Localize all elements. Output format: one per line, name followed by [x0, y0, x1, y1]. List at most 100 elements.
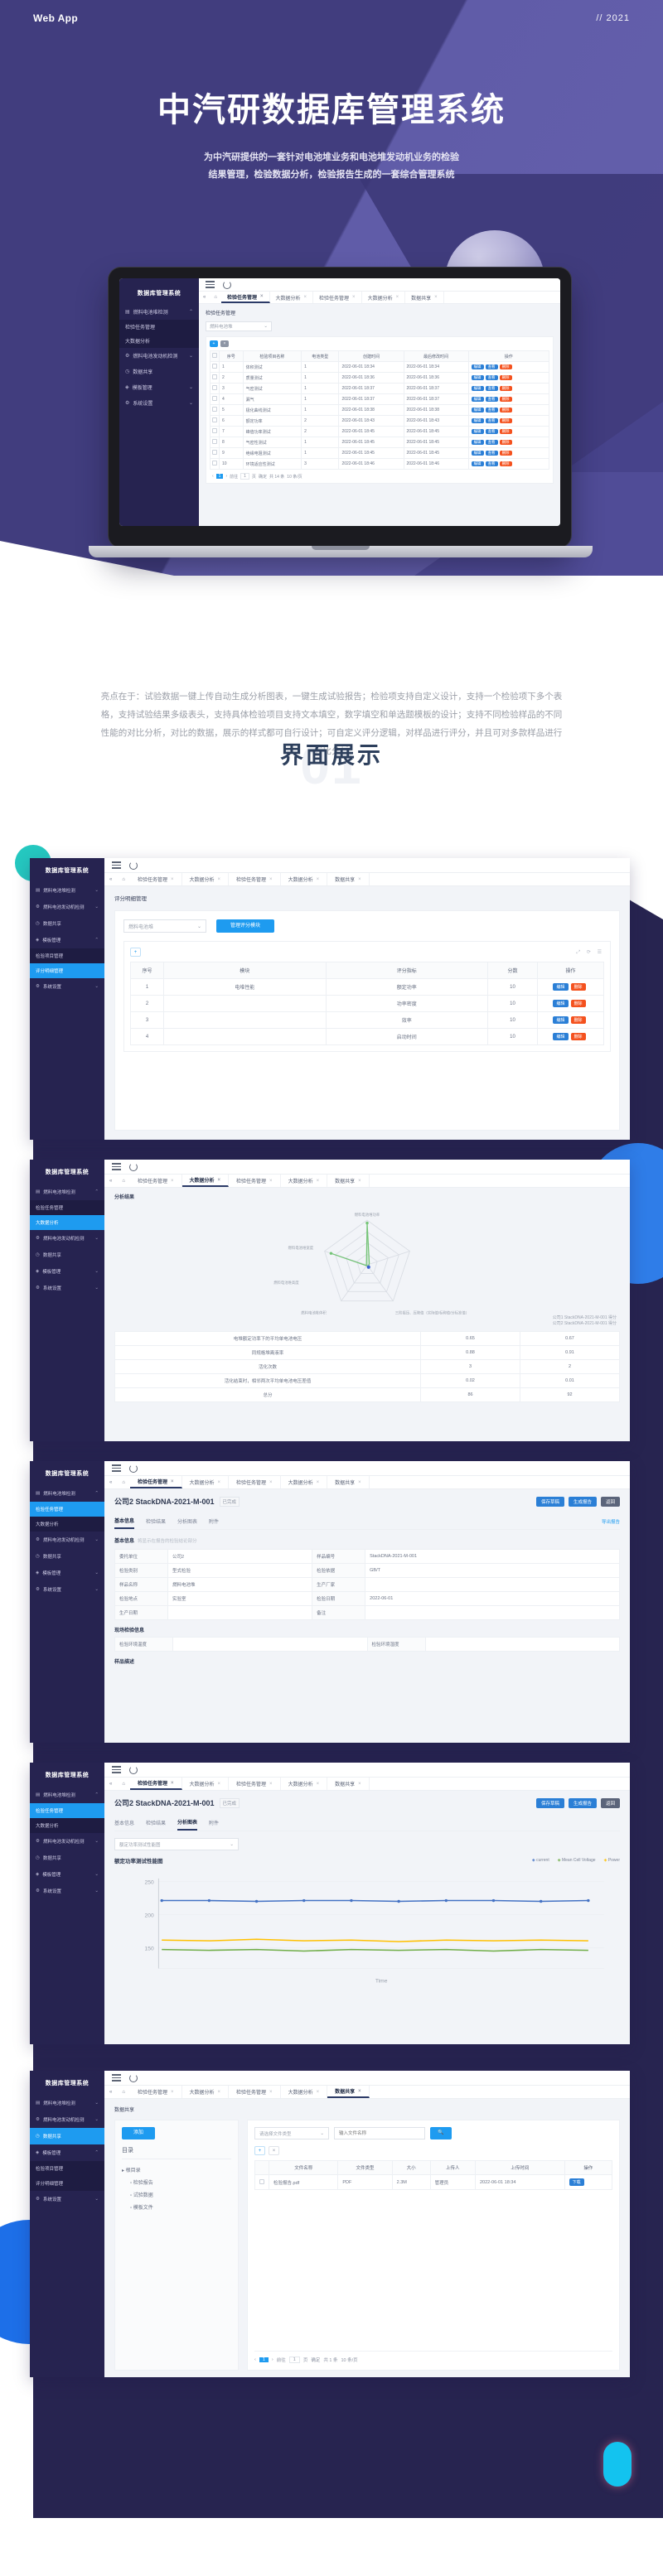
view-button[interactable]: 查看: [485, 440, 498, 445]
delete-file-button[interactable]: ×: [269, 2146, 279, 2155]
sidebar-item-data-share[interactable]: ◷ 数据共享: [30, 915, 104, 932]
sidebar-item-inspection-project[interactable]: 检验项目管理: [30, 948, 104, 963]
tab-bigdata[interactable]: 大数据分析 ×: [270, 292, 314, 303]
sidebar-item-settings[interactable]: ⚙ 系统设置 ⌄: [119, 395, 199, 411]
delete-button[interactable]: 删除: [499, 364, 512, 369]
view-button[interactable]: 查看: [485, 397, 498, 402]
add-row-button[interactable]: +: [130, 948, 141, 957]
sidebar-item-settings[interactable]: ⚙ 系统设置 ⌄: [30, 978, 104, 995]
tab-bigdata[interactable]: 大数据分析 ×: [181, 1175, 230, 1187]
sidebar-item-settings[interactable]: ⚙ 系统设置 ⌄: [30, 1883, 104, 1899]
pagination-confirm[interactable]: 确定: [311, 2358, 321, 2363]
search-button[interactable]: 🔍: [430, 2127, 452, 2139]
row-checkbox[interactable]: [210, 415, 220, 427]
row-checkbox[interactable]: [210, 426, 220, 437]
close-icon[interactable]: ×: [269, 876, 273, 882]
refresh-icon[interactable]: [129, 1162, 138, 1171]
delete-button[interactable]: ×: [220, 340, 229, 347]
back-button[interactable]: 返回: [600, 1797, 620, 1808]
tab-bigdata-2[interactable]: 大数据分析 ×: [281, 1476, 328, 1488]
close-icon[interactable]: ×: [217, 1177, 221, 1183]
filter-select[interactable]: 燃料电池堆 ⌄: [206, 321, 272, 331]
edit-button[interactable]: 编辑: [553, 1000, 569, 1007]
view-button[interactable]: 查看: [485, 418, 498, 423]
sidebar-item-template[interactable]: ◈ 模板管理 ⌄: [30, 1565, 104, 1581]
chart-select[interactable]: 额定功率测试性能图 ⌄: [114, 1838, 239, 1850]
sidebar-item-stack-test[interactable]: ▤ 燃料电池堆检测 ⌄: [30, 882, 104, 899]
close-icon[interactable]: ×: [170, 876, 174, 882]
tab-analysis-chart[interactable]: 分析图表: [177, 1815, 198, 1831]
pagination-goto-input[interactable]: 1: [240, 473, 249, 480]
sidebar-item-stack-test[interactable]: ▤ 燃料电池堆检测 ⌃: [30, 1485, 104, 1502]
edit-button[interactable]: 编辑: [471, 429, 484, 434]
tab-inspection-task[interactable]: 检验任务管理 ×: [129, 1778, 182, 1790]
tab-bigdata[interactable]: 大数据分析 ×: [182, 1476, 230, 1488]
tab-inspection-task-2[interactable]: 检验任务管理 ×: [229, 1778, 281, 1790]
edit-button[interactable]: 编辑: [471, 418, 484, 423]
delete-button[interactable]: 删除: [499, 386, 512, 391]
sidebar-item-template[interactable]: ◈ 模板管理 ⌃: [30, 2144, 104, 2161]
delete-button[interactable]: 删除: [499, 397, 512, 402]
tab-basic-info[interactable]: 基本信息: [114, 1513, 135, 1529]
collapse-icon[interactable]: «: [203, 295, 206, 300]
close-icon[interactable]: ×: [316, 876, 320, 882]
close-icon[interactable]: ×: [316, 1178, 320, 1184]
table-tools-icons[interactable]: ⤢ ⟳ ☰: [576, 949, 604, 955]
sidebar-item-engine-test[interactable]: ⚙ 燃料电池发动机检测 ⌄: [30, 1230, 104, 1247]
collapse-icon[interactable]: «: [109, 1178, 113, 1184]
add-button[interactable]: +: [210, 340, 218, 347]
close-icon[interactable]: ×: [358, 1479, 361, 1485]
save-draft-button[interactable]: 保存草稿: [535, 1496, 564, 1507]
sidebar-item-engine-test[interactable]: ⚙ 燃料电池发动机检测 ⌄: [30, 899, 104, 915]
close-icon[interactable]: ×: [269, 2089, 273, 2095]
pagination-prev[interactable]: ‹: [254, 2357, 256, 2362]
sidebar-item-inspection-task[interactable]: 检验任务管理: [30, 1803, 104, 1818]
edit-button[interactable]: 编辑: [553, 1033, 569, 1040]
delete-button[interactable]: 删除: [499, 451, 512, 456]
edit-button[interactable]: 编辑: [471, 375, 484, 380]
tab-inspection-task-2[interactable]: 检验任务管理 ×: [229, 2086, 281, 2098]
tab-inspection-task[interactable]: 检验任务管理 ×: [220, 292, 270, 303]
pagination-next[interactable]: ›: [271, 2357, 273, 2362]
tree-item[interactable]: ▫ 检验报告: [130, 2181, 153, 2186]
row-checkbox[interactable]: [210, 383, 220, 394]
tab-bigdata-2[interactable]: 大数据分析 ×: [281, 873, 328, 885]
collapse-icon[interactable]: «: [109, 1479, 113, 1485]
tab-bigdata-2[interactable]: 大数据分析 ×: [281, 2086, 328, 2098]
tab-bigdata[interactable]: 大数据分析 ×: [182, 2086, 230, 2098]
sidebar-item-template[interactable]: ◈ 模板管理 ⌄: [30, 1866, 104, 1883]
close-icon[interactable]: ×: [352, 295, 356, 300]
delete-button[interactable]: 删除: [499, 440, 512, 445]
hamburger-icon[interactable]: [112, 861, 121, 869]
legend-power[interactable]: ◈ Power: [603, 1858, 620, 1863]
pagination-page[interactable]: 1: [259, 2357, 269, 2362]
legend-mean-cell-voltage[interactable]: ◈ Mean Cell Voltage: [557, 1858, 596, 1863]
sidebar-item-bigdata[interactable]: 大数据分析: [119, 334, 199, 348]
home-icon[interactable]: ⌂: [214, 295, 217, 300]
delete-button[interactable]: 删除: [499, 429, 512, 434]
tab-inspection-task[interactable]: 检验任务管理 ×: [130, 873, 182, 885]
view-button[interactable]: 查看: [485, 364, 498, 369]
refresh-icon[interactable]: [129, 2073, 138, 2082]
sidebar-item-template[interactable]: ◈ 模板管理 ⌄: [119, 379, 199, 395]
table-select-all[interactable]: [210, 350, 220, 362]
tree-item[interactable]: ▫ 模板文件: [130, 2206, 153, 2211]
home-icon[interactable]: ⌂: [122, 876, 125, 882]
sidebar-item-score-detail[interactable]: 评分明细管理: [30, 2176, 104, 2191]
row-checkbox[interactable]: [210, 437, 220, 448]
legend-item-2[interactable]: 公司2 StackDNA-2021-M-001 得分: [552, 1321, 617, 1326]
legend-current[interactable]: ◈ current: [531, 1858, 549, 1863]
home-icon[interactable]: ⌂: [122, 1781, 125, 1787]
row-checkbox[interactable]: [210, 393, 220, 405]
view-button[interactable]: 查看: [485, 451, 498, 456]
sidebar-item-stack-test[interactable]: ▤ 燃料电池堆检测 ⌃: [30, 1787, 104, 1803]
back-button[interactable]: 返回: [600, 1496, 620, 1507]
edit-button[interactable]: 编辑: [471, 364, 484, 369]
download-button[interactable]: 下载: [569, 2178, 584, 2186]
pagination-page[interactable]: 1: [215, 474, 224, 479]
row-checkbox[interactable]: [210, 361, 220, 373]
sidebar-item-data-share[interactable]: ◷ 数据共享: [119, 364, 199, 379]
close-icon[interactable]: ×: [170, 1780, 174, 1786]
hamburger-icon[interactable]: [112, 1163, 121, 1170]
close-icon[interactable]: ×: [269, 1178, 273, 1184]
